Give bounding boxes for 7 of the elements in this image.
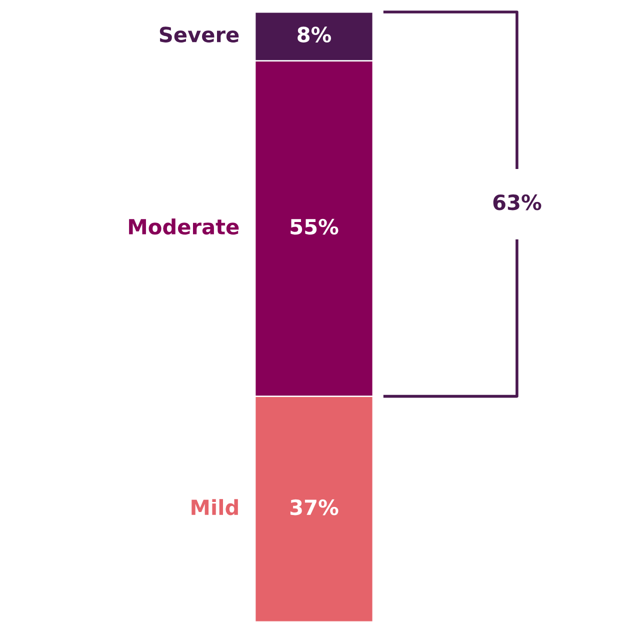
text: 63% (493, 194, 542, 210)
data-label: 55% (290, 218, 338, 235)
data-label: 8% (298, 26, 332, 42)
data-label: 37% (290, 499, 338, 516)
series-label: Moderate (129, 218, 239, 235)
series-label: Severe (160, 26, 239, 42)
series-label: Mild (192, 499, 238, 516)
